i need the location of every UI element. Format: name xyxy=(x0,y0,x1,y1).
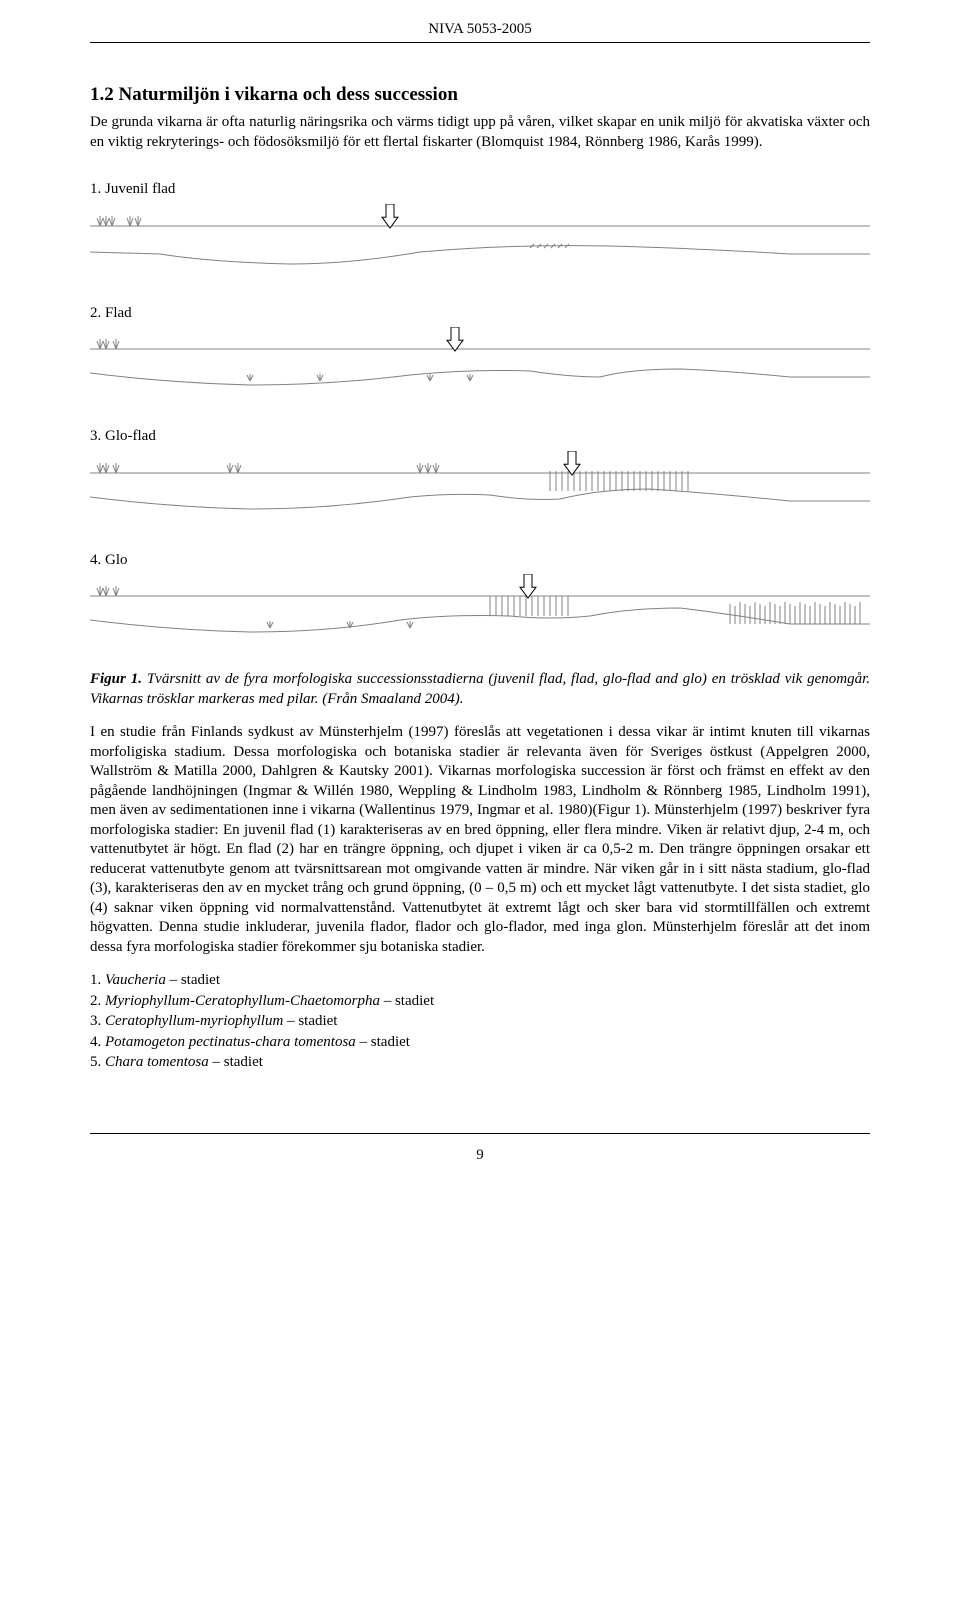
botanic-item-3: 3. Ceratophyllum-myriophyllum – stadiet xyxy=(90,1012,870,1032)
stage-3-label: 3. Glo-flad xyxy=(90,427,870,447)
report-header: NIVA 5053-2005 xyxy=(90,20,870,43)
botanic-item-4: 4. Potamogeton pectinatus-chara tomentos… xyxy=(90,1033,870,1053)
stage-4-label: 4. Glo xyxy=(90,551,870,571)
stage-2-label: 2. Flad xyxy=(90,304,870,324)
profile-3 xyxy=(90,451,870,523)
figure-caption-text: Tvärsnitt av de fyra morfologiska succes… xyxy=(90,671,870,707)
botanic-item-1: 1. Vaucheria – stadiet xyxy=(90,971,870,991)
botanic-item-2: 2. Myriophyllum-Ceratophyllum-Chaetomorp… xyxy=(90,992,870,1012)
body-paragraph: I en studie från Finlands sydkust av Mün… xyxy=(90,723,870,957)
intro-paragraph: De grunda vikarna är ofta naturlig närin… xyxy=(90,113,870,152)
section-title: 1.2 Naturmiljön i vikarna och dess succe… xyxy=(90,83,870,108)
profile-2 xyxy=(90,327,870,399)
report-id: NIVA 5053-2005 xyxy=(428,21,531,37)
botanic-item-5: 5. Chara tomentosa – stadiet xyxy=(90,1053,870,1073)
profile-1 xyxy=(90,204,870,276)
page-number: 9 xyxy=(90,1146,870,1166)
botanic-stage-list: 1. Vaucheria – stadiet 2. Myriophyllum-C… xyxy=(90,971,870,1073)
stage-1-label: 1. Juvenil flad xyxy=(90,180,870,200)
profile-4 xyxy=(90,574,870,646)
figure-label: Figur 1. xyxy=(90,671,142,687)
footer-rule xyxy=(90,1133,870,1134)
figure-caption: Figur 1. Tvärsnitt av de fyra morfologis… xyxy=(90,670,870,709)
